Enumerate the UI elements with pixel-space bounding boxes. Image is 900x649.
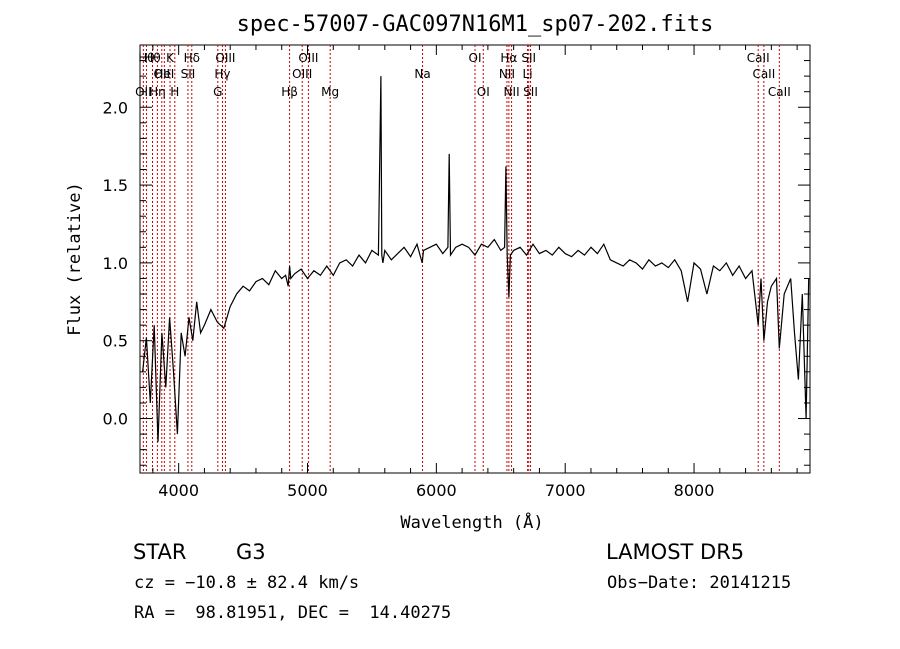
feature-label-1: Hθ bbox=[138, 51, 154, 65]
y-axis-label: Flux (relative) bbox=[65, 182, 85, 336]
feature-label-7: H bbox=[170, 85, 179, 99]
sky-coordinates: RA = 98.81951, DEC = 14.40275 bbox=[134, 603, 452, 623]
survey-name: LAMOST DR5 bbox=[606, 540, 745, 564]
chart-title: spec-57007-GAC097N16M1_sp07-202.fits bbox=[237, 12, 714, 37]
spectrum-flux-line bbox=[142, 76, 810, 442]
feature-label-6: K bbox=[166, 51, 175, 65]
feature-label-2: Hθ bbox=[144, 51, 160, 65]
feature-label-3: Hη bbox=[149, 85, 166, 99]
radial-velocity: cz = −10.8 ± 82.4 km/s bbox=[134, 573, 360, 593]
feature-label-11: Hγ bbox=[214, 67, 230, 81]
feature-label-24: SII bbox=[521, 51, 536, 65]
x-tick-label-0: 4000 bbox=[158, 481, 199, 500]
feature-label-14: OIII bbox=[292, 67, 312, 81]
y-tick-label-1: 0.5 bbox=[103, 332, 128, 351]
y-tick-label-0: 0.0 bbox=[103, 410, 128, 429]
feature-label-16: Mg bbox=[321, 85, 339, 99]
feature-label-5: HeI bbox=[154, 67, 174, 81]
spectral-feature-labels: OIIHθHθHηOIIHeIKHSIIHδGHγOIIIHβOIIIOIIIM… bbox=[135, 51, 791, 99]
y-tick-labels: 0.0 0.5 1.0 1.5 2.0 bbox=[103, 98, 128, 428]
observation-date: Obs−Date: 20141215 bbox=[607, 573, 792, 593]
x-axis-label: Wavelength (Å) bbox=[400, 511, 543, 533]
feature-label-21: Hα bbox=[500, 51, 517, 65]
x-tick-labels: 4000 5000 6000 7000 8000 bbox=[158, 481, 714, 500]
feature-label-12: OIII bbox=[215, 51, 235, 65]
feature-label-19: OI bbox=[477, 85, 490, 99]
feature-label-22: NII bbox=[504, 85, 520, 99]
x-tick-label-3: 7000 bbox=[545, 481, 586, 500]
spectral-feature-lines bbox=[142, 45, 780, 473]
feature-label-4: OII bbox=[154, 67, 171, 81]
feature-label-9: Hδ bbox=[184, 51, 200, 65]
axis-ticks bbox=[140, 45, 810, 473]
feature-label-15: OIII bbox=[298, 51, 318, 65]
feature-label-26: CaII bbox=[747, 51, 770, 65]
feature-label-13: Hβ bbox=[281, 85, 298, 99]
x-tick-label-1: 5000 bbox=[287, 481, 328, 500]
feature-label-28: CaII bbox=[768, 85, 791, 99]
y-tick-label-3: 1.5 bbox=[103, 176, 128, 195]
feature-label-23: Li bbox=[523, 67, 533, 81]
feature-label-17: Na bbox=[414, 67, 430, 81]
object-subclass: G3 bbox=[236, 540, 266, 564]
feature-label-8: SII bbox=[181, 67, 196, 81]
y-tick-label-4: 2.0 bbox=[103, 98, 128, 117]
y-tick-label-2: 1.0 bbox=[103, 254, 128, 273]
feature-label-18: OI bbox=[469, 51, 482, 65]
x-tick-label-2: 6000 bbox=[416, 481, 457, 500]
feature-label-25: SII bbox=[523, 85, 538, 99]
x-tick-label-4: 8000 bbox=[674, 481, 715, 500]
feature-label-10: G bbox=[213, 85, 222, 99]
feature-label-20: NII bbox=[499, 67, 515, 81]
feature-label-27: CaII bbox=[752, 67, 775, 81]
object-class: STAR bbox=[133, 540, 187, 564]
